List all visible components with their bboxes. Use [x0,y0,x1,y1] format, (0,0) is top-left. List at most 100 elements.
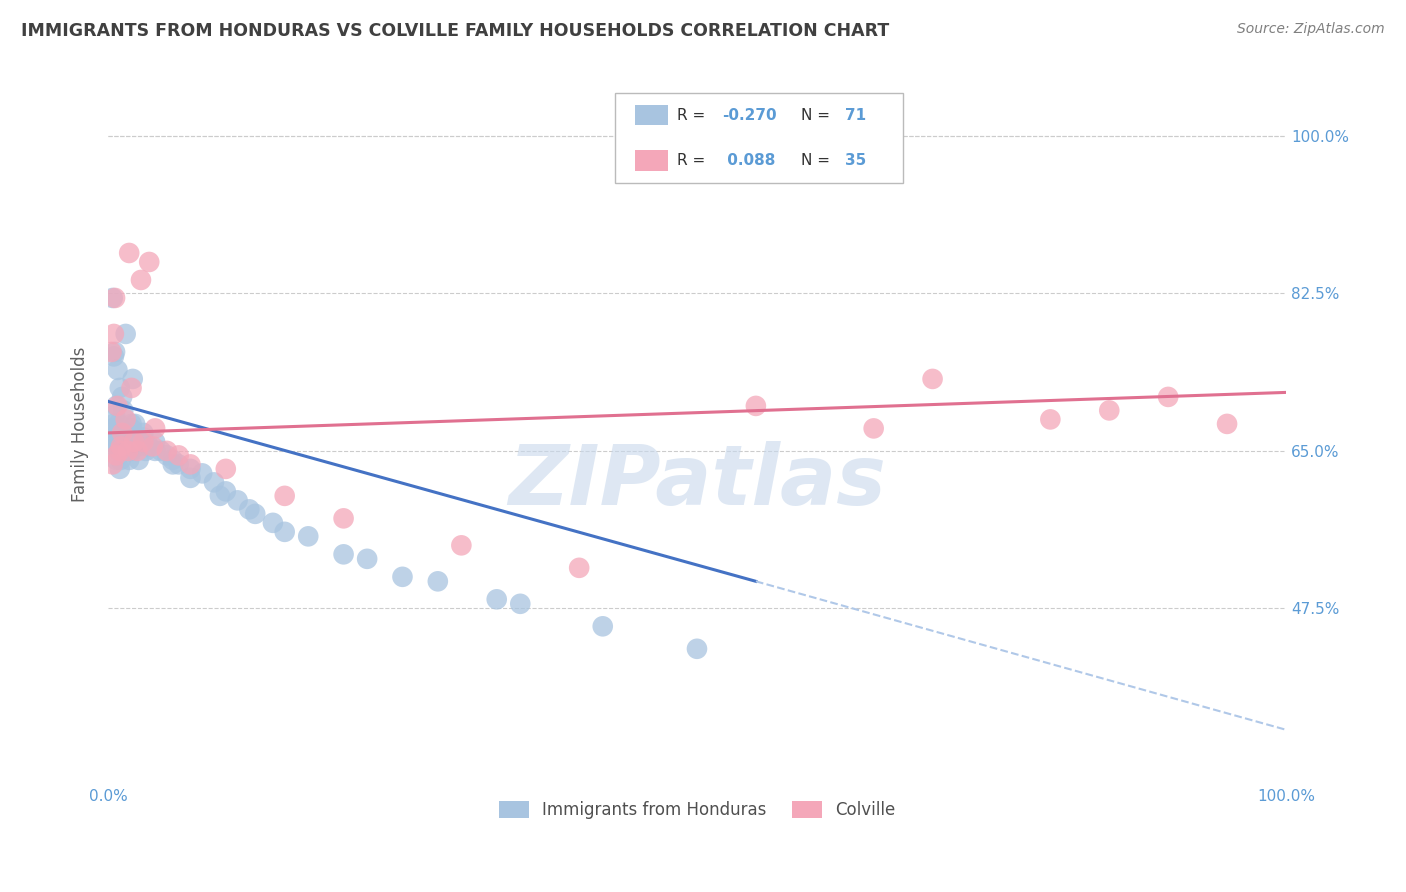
Point [127,443,149,458]
Point [107,417,129,431]
Point [107,434,129,449]
Text: N =: N = [800,108,835,123]
Point [108,381,131,395]
Point [1098,403,1121,417]
Point [118,453,141,467]
Point [121,443,143,458]
Point [485,592,508,607]
Point [127,439,149,453]
Point [108,462,131,476]
Text: Source: ZipAtlas.com: Source: ZipAtlas.com [1237,22,1385,37]
Point [132,425,155,440]
Point [179,458,201,472]
Point [128,453,150,467]
Point [273,524,295,539]
Text: -0.270: -0.270 [721,108,776,123]
Point [129,273,152,287]
Point [108,443,131,458]
Point [332,511,354,525]
Point [1157,390,1180,404]
Point [745,399,768,413]
Text: N =: N = [800,153,835,168]
Point [215,462,238,476]
Y-axis label: Family Households: Family Households [72,346,89,501]
Point [138,255,160,269]
Point [111,439,134,453]
Point [114,326,136,341]
Point [1039,412,1062,426]
Point [107,363,129,377]
Point [167,458,190,472]
Point [162,453,184,467]
Point [103,417,125,431]
Point [101,291,124,305]
Point [921,372,943,386]
Point [143,434,166,449]
Point [215,484,238,499]
Point [100,345,122,359]
Point [101,421,124,435]
Point [143,421,166,435]
Point [101,458,124,472]
FancyBboxPatch shape [634,151,668,170]
Point [105,453,128,467]
Point [202,475,225,490]
Point [135,443,157,458]
Point [208,489,231,503]
Point [114,443,136,458]
Point [121,372,143,386]
Point [107,443,129,458]
Text: ZIPatlas: ZIPatlas [508,441,886,522]
Point [426,574,449,589]
Point [112,403,135,417]
Point [245,507,267,521]
Point [156,449,179,463]
Point [143,443,166,458]
Point [121,421,143,435]
Point [111,390,134,404]
Point [592,619,614,633]
Point [142,439,165,453]
Point [110,439,132,453]
Point [568,561,591,575]
Text: 71: 71 [845,108,866,123]
Point [105,449,128,463]
Text: 0.088: 0.088 [721,153,775,168]
Point [162,458,184,472]
Text: R =: R = [676,153,710,168]
Point [391,570,413,584]
Point [297,529,319,543]
Point [191,467,214,481]
Legend: Immigrants from Honduras, Colville: Immigrants from Honduras, Colville [492,794,901,826]
Point [117,443,139,458]
Point [156,443,179,458]
Point [332,547,354,561]
Point [114,412,136,426]
Point [108,443,131,458]
Point [122,434,145,449]
Point [110,434,132,449]
Point [179,471,201,485]
Point [129,434,152,449]
FancyBboxPatch shape [614,93,903,183]
Point [114,425,136,440]
Point [103,326,125,341]
Point [273,489,295,503]
Point [118,246,141,260]
Point [686,641,709,656]
Point [132,430,155,444]
Point [238,502,260,516]
Point [122,434,145,449]
FancyBboxPatch shape [634,105,668,125]
Text: R =: R = [676,108,710,123]
Point [108,425,131,440]
Point [104,408,127,422]
Point [121,381,143,395]
Point [132,434,155,449]
Point [167,449,190,463]
Text: IMMIGRANTS FROM HONDURAS VS COLVILLE FAMILY HOUSEHOLDS CORRELATION CHART: IMMIGRANTS FROM HONDURAS VS COLVILLE FAM… [21,22,890,40]
Point [509,597,531,611]
Point [104,291,127,305]
Text: 35: 35 [845,153,866,168]
Point [226,493,249,508]
